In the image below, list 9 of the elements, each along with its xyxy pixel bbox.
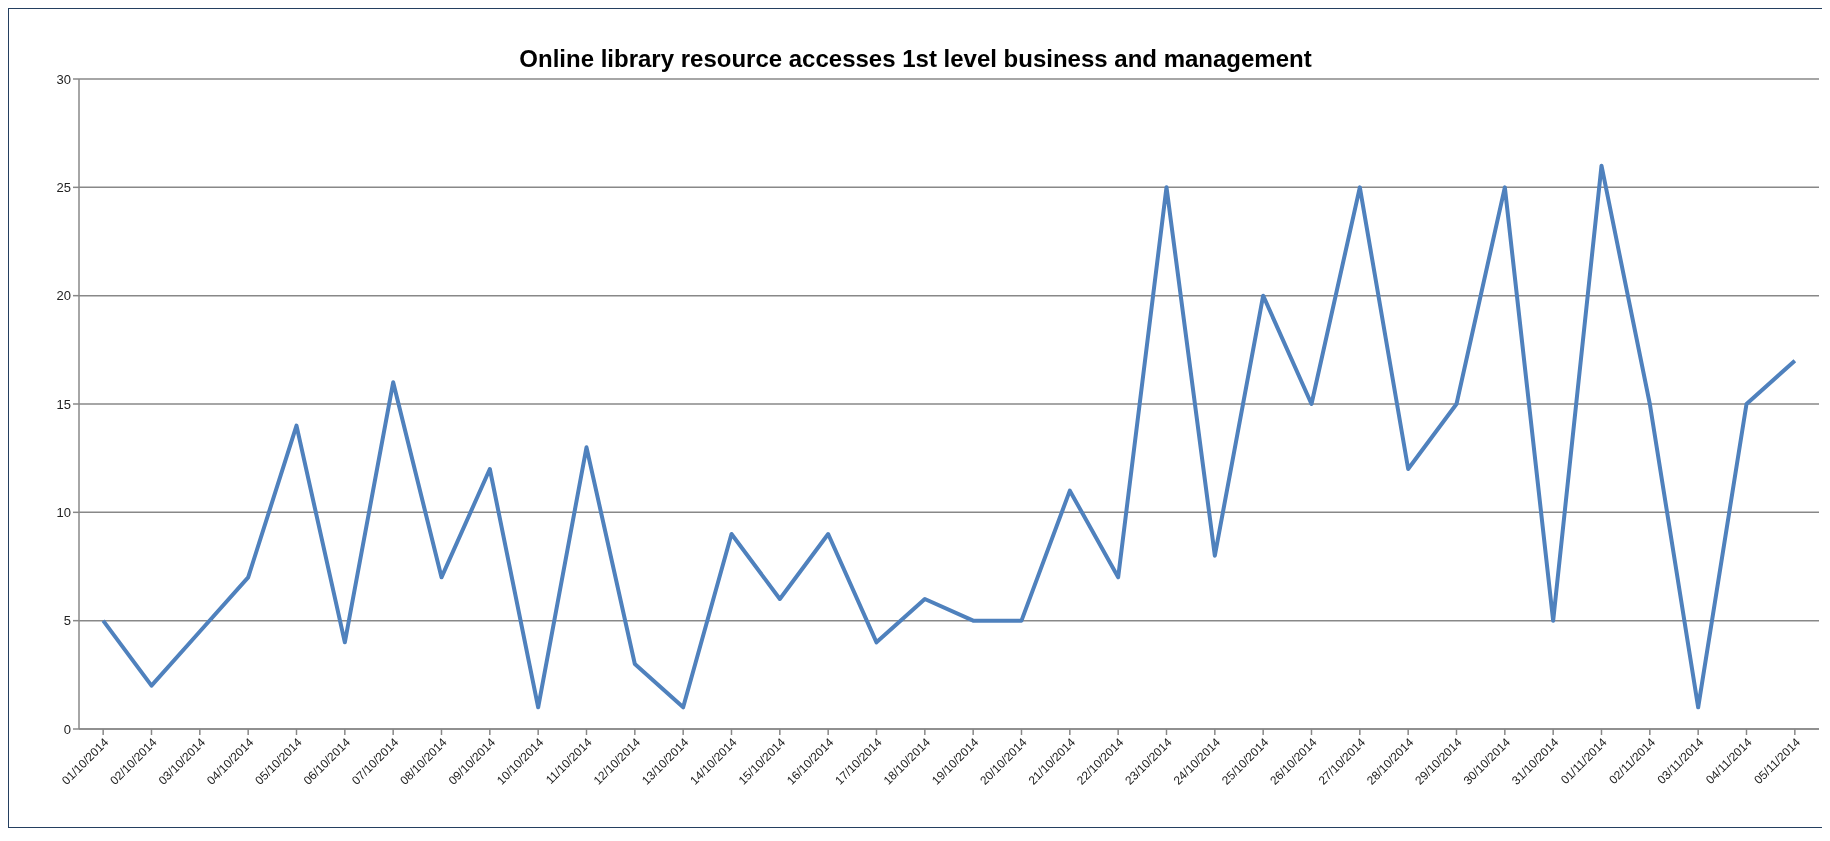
y-tick-label: 25: [56, 179, 71, 195]
chart-title: Online library resource accesses 1st level business and management: [518, 44, 1313, 72]
y-tick-label: 10: [56, 504, 71, 520]
y-tick-label: 30: [56, 71, 71, 87]
line-series: [101, 163, 1797, 710]
y-tick-label: 0: [63, 721, 71, 737]
y-tick-label: 15: [56, 396, 71, 412]
y-tick-label: 5: [63, 613, 71, 629]
y-tick-label: 20: [56, 288, 71, 304]
